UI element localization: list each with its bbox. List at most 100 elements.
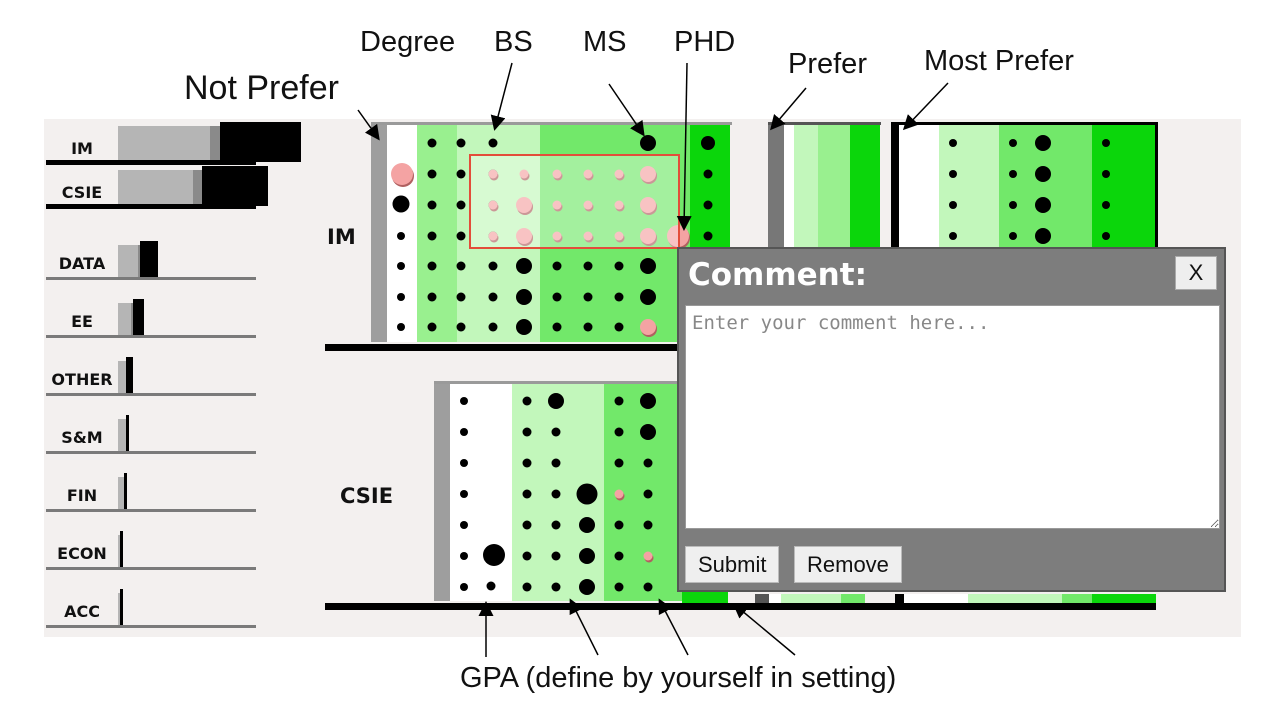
data-dot[interactable]	[456, 322, 466, 332]
data-dot[interactable]	[427, 292, 437, 302]
highlighted-data-dot[interactable]	[640, 228, 656, 244]
data-dot[interactable]	[1009, 139, 1017, 147]
data-dot[interactable]	[516, 258, 532, 274]
data-dot[interactable]	[551, 489, 561, 499]
data-dot[interactable]	[576, 483, 598, 505]
data-dot[interactable]	[456, 261, 466, 271]
data-dot[interactable]	[703, 231, 713, 241]
data-dot[interactable]	[614, 458, 624, 468]
data-dot[interactable]	[397, 293, 405, 301]
highlighted-data-dot[interactable]	[488, 200, 498, 210]
sidebar-item-other[interactable]: OTHER	[46, 352, 256, 396]
data-dot[interactable]	[640, 258, 656, 274]
data-dot[interactable]	[640, 424, 656, 440]
highlighted-data-dot[interactable]	[488, 169, 498, 179]
sidebar-item-acc[interactable]: ACC	[46, 584, 256, 628]
sidebar-item-sm[interactable]: S&M	[46, 410, 256, 454]
data-dot[interactable]	[643, 582, 653, 592]
data-dot[interactable]	[427, 261, 437, 271]
highlighted-data-dot[interactable]	[552, 200, 562, 210]
data-dot[interactable]	[614, 520, 624, 530]
highlighted-data-dot[interactable]	[391, 163, 413, 185]
data-dot[interactable]	[1035, 166, 1051, 182]
data-dot[interactable]	[703, 200, 713, 210]
data-dot[interactable]	[392, 195, 410, 213]
highlighted-data-dot[interactable]	[643, 551, 653, 561]
data-dot[interactable]	[456, 169, 466, 179]
data-dot[interactable]	[427, 169, 437, 179]
data-dot[interactable]	[643, 458, 653, 468]
data-dot[interactable]	[1035, 197, 1051, 213]
data-dot[interactable]	[614, 292, 624, 302]
data-dot[interactable]	[551, 520, 561, 530]
data-dot[interactable]	[1102, 201, 1110, 209]
data-dot[interactable]	[397, 232, 405, 240]
data-dot[interactable]	[579, 517, 595, 533]
highlighted-data-dot[interactable]	[519, 169, 529, 179]
data-dot[interactable]	[1035, 135, 1051, 151]
highlighted-data-dot[interactable]	[583, 200, 593, 210]
data-dot[interactable]	[551, 458, 561, 468]
data-dot[interactable]	[456, 231, 466, 241]
data-dot[interactable]	[488, 261, 498, 271]
comment-textarea[interactable]	[685, 305, 1220, 529]
data-dot[interactable]	[1102, 232, 1110, 240]
data-dot[interactable]	[949, 232, 957, 240]
data-dot[interactable]	[1035, 228, 1051, 244]
highlighted-data-dot[interactable]	[614, 200, 624, 210]
highlighted-data-dot[interactable]	[583, 169, 593, 179]
data-dot[interactable]	[552, 261, 562, 271]
data-dot[interactable]	[701, 136, 715, 150]
data-dot[interactable]	[551, 551, 561, 561]
data-dot[interactable]	[456, 138, 466, 148]
sidebar-item-im[interactable]: IM	[46, 121, 301, 165]
highlighted-data-dot[interactable]	[552, 231, 562, 241]
data-dot[interactable]	[583, 261, 593, 271]
highlighted-data-dot[interactable]	[516, 197, 532, 213]
highlighted-data-dot[interactable]	[614, 489, 624, 499]
data-dot[interactable]	[552, 322, 562, 332]
data-dot[interactable]	[486, 581, 496, 591]
sidebar-item-csie[interactable]: CSIE	[46, 165, 268, 209]
data-dot[interactable]	[643, 520, 653, 530]
data-dot[interactable]	[522, 551, 532, 561]
data-dot[interactable]	[583, 322, 593, 332]
data-dot[interactable]	[949, 170, 957, 178]
data-dot[interactable]	[397, 323, 405, 331]
data-dot[interactable]	[1102, 170, 1110, 178]
data-dot[interactable]	[488, 138, 498, 148]
data-dot[interactable]	[1102, 139, 1110, 147]
data-dot[interactable]	[551, 427, 561, 437]
data-dot[interactable]	[522, 427, 532, 437]
highlighted-data-dot[interactable]	[583, 231, 593, 241]
sidebar-item-econ[interactable]: ECON	[46, 526, 256, 570]
data-dot[interactable]	[488, 322, 498, 332]
data-dot[interactable]	[583, 292, 593, 302]
data-dot[interactable]	[460, 490, 468, 498]
data-dot[interactable]	[579, 579, 595, 595]
highlighted-data-dot[interactable]	[488, 231, 498, 241]
data-dot[interactable]	[460, 397, 468, 405]
sidebar-item-data[interactable]: DATA	[46, 236, 256, 280]
data-dot[interactable]	[579, 548, 595, 564]
data-dot[interactable]	[460, 521, 468, 529]
close-button[interactable]: X	[1175, 256, 1217, 290]
data-dot[interactable]	[949, 139, 957, 147]
highlighted-data-dot[interactable]	[552, 169, 562, 179]
data-dot[interactable]	[397, 262, 405, 270]
sidebar-item-fin[interactable]: FIN	[46, 468, 256, 512]
data-dot[interactable]	[522, 489, 532, 499]
highlighted-data-dot[interactable]	[516, 228, 532, 244]
data-dot[interactable]	[460, 583, 468, 591]
data-dot[interactable]	[548, 393, 564, 409]
data-dot[interactable]	[522, 582, 532, 592]
data-dot[interactable]	[614, 322, 624, 332]
data-dot[interactable]	[1009, 232, 1017, 240]
highlighted-data-dot[interactable]	[614, 169, 624, 179]
data-dot[interactable]	[460, 459, 468, 467]
data-dot[interactable]	[614, 396, 624, 406]
data-dot[interactable]	[522, 396, 532, 406]
submit-button[interactable]: Submit	[685, 546, 780, 583]
sidebar-item-ee[interactable]: EE	[46, 294, 256, 338]
data-dot[interactable]	[1009, 201, 1017, 209]
